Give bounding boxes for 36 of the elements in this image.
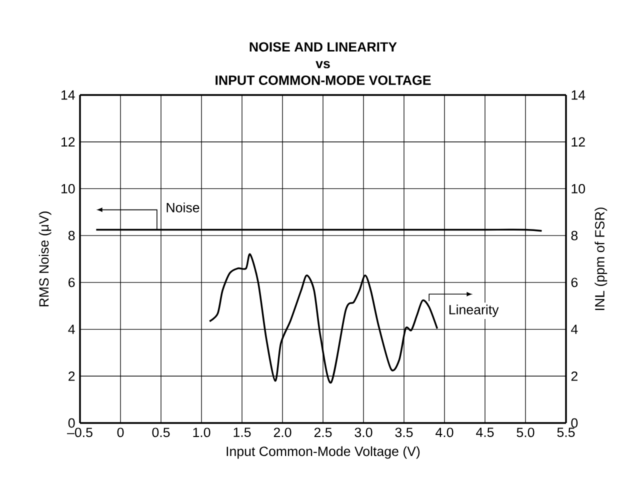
y2-tick-label: 4 [571,324,578,334]
y-tick-label: 10 [61,184,75,194]
y2-tick-label: 8 [571,230,578,240]
y-tick-label: 12 [61,137,75,147]
y2-axis-title: INL (ppm of FSR) [594,208,608,310]
x-tick-label: 3.5 [395,428,413,438]
y-tick-label: 14 [61,90,75,100]
y2-tick-label: 12 [572,137,585,147]
x-tick-label: 4.0 [436,428,454,438]
x-tick-label: 1.5 [234,428,251,438]
y2-tick-label: 14 [572,90,586,100]
y-tick-label: 6 [68,278,75,288]
chart-title: NOISE AND LINEARITY vs INPUT COMMON-MODE VOLTAGE [216,42,431,85]
x-tick-label: 0.5 [152,428,170,438]
x-tick-label: –0.5 [67,428,92,438]
x-tick-label: 5.0 [516,428,534,438]
x-tick-label: 4.5 [476,428,494,438]
x-tick-label: 0 [117,428,124,438]
y-tick-label: 8 [68,230,75,240]
x-tick-label: 1.0 [193,428,210,438]
y2-tick-label: 2 [571,371,578,381]
y-tick-label: 4 [68,324,75,334]
legend-label: Linearity [449,304,499,318]
y-axis-title: RMS Noise (μV) [38,212,52,306]
x-tick-label: 3.0 [354,428,372,438]
series-label: Noise [166,202,200,212]
y2-tick-label: 10 [572,184,586,194]
x-tick-label: 2.0 [274,428,292,438]
y-tick-label: 0 [68,418,75,428]
x-tick-label: 5.5 [557,428,575,438]
line-series [208,253,438,384]
y-tick-label: 2 [68,371,75,381]
x-tick-label: 2.5 [314,428,332,438]
x-axis-title: Input Common-Mode Voltage (V) [226,446,420,459]
y2-tick-label: 6 [571,278,578,288]
y2-tick-label: 0 [571,418,578,428]
